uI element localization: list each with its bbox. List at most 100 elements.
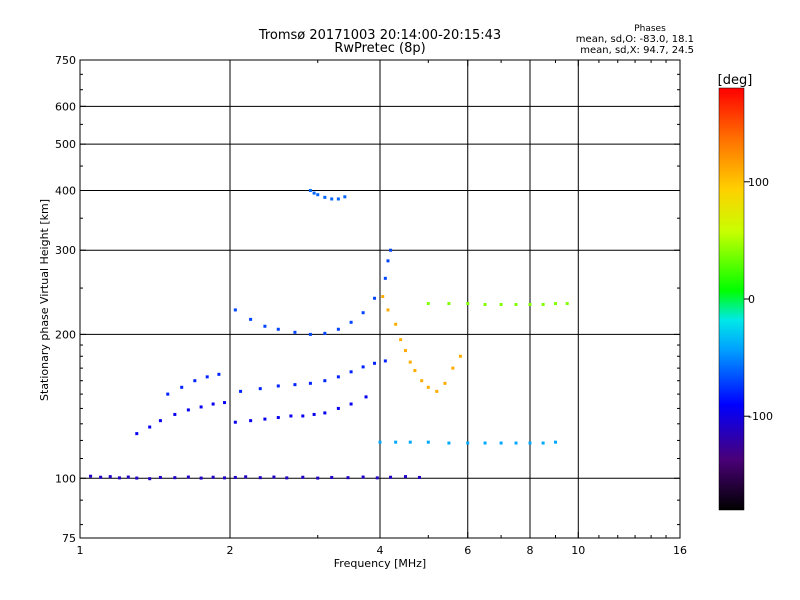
data-point xyxy=(148,425,152,429)
data-point xyxy=(217,372,221,376)
data-point xyxy=(233,308,237,312)
data-point xyxy=(466,441,470,445)
data-point xyxy=(211,402,215,406)
data-point xyxy=(244,475,248,479)
data-point xyxy=(330,475,334,479)
data-point xyxy=(272,475,276,479)
data-point xyxy=(89,474,93,478)
data-point xyxy=(173,412,177,416)
data-point xyxy=(323,379,327,383)
data-point xyxy=(186,475,190,479)
data-point xyxy=(541,441,545,445)
data-point xyxy=(514,441,518,445)
data-point xyxy=(528,441,532,445)
x-tick-label: 16 xyxy=(673,544,687,557)
data-point xyxy=(420,379,424,383)
data-point xyxy=(389,475,393,479)
data-point xyxy=(373,296,377,300)
data-point xyxy=(336,197,340,201)
data-point xyxy=(180,385,184,389)
y-tick-label: 75 xyxy=(62,532,76,545)
data-point xyxy=(343,195,347,199)
colorbar-ticks: 100 0 -100 xyxy=(744,176,773,423)
y-tick-label: 500 xyxy=(55,138,76,151)
data-point xyxy=(249,317,253,321)
grid-lines xyxy=(80,60,680,538)
y-axis-ticks: 75 100 200 300 400 500 600 750 xyxy=(55,54,680,545)
data-point xyxy=(336,375,340,379)
data-point xyxy=(483,302,487,306)
data-point xyxy=(173,476,177,480)
data-point xyxy=(403,349,407,353)
data-point xyxy=(148,477,152,481)
data-point xyxy=(199,476,203,480)
data-point xyxy=(135,476,139,480)
data-point xyxy=(263,417,267,421)
data-point xyxy=(403,475,407,479)
data-point xyxy=(499,441,503,445)
data-point xyxy=(323,411,327,415)
data-point xyxy=(386,259,390,263)
phases-heading: Phases xyxy=(634,24,666,34)
colorbar xyxy=(718,87,745,511)
colorbar-tick-label: 100 xyxy=(748,176,769,189)
chart-title: Tromsø 20171003 20:14:00-20:15:43 xyxy=(258,28,501,43)
data-point xyxy=(383,359,387,363)
data-point xyxy=(528,302,532,306)
colorbar-tick-label: 0 xyxy=(748,293,755,306)
y-tick-label: 400 xyxy=(55,184,76,197)
data-point xyxy=(435,389,439,393)
data-point xyxy=(223,401,227,405)
data-point xyxy=(408,360,412,364)
data-point xyxy=(426,385,430,389)
data-point xyxy=(239,389,243,393)
data-point xyxy=(211,475,215,479)
data-point xyxy=(553,440,557,444)
data-point xyxy=(361,365,365,369)
chart-subtitle: RwPretec (8p) xyxy=(334,41,425,56)
data-point xyxy=(336,327,340,331)
phases-o-stats: mean, sd,O: -83.0, 18.1 xyxy=(576,34,694,45)
x-tick-label: 8 xyxy=(527,544,534,557)
data-point xyxy=(447,302,451,306)
data-point xyxy=(301,475,305,479)
data-point xyxy=(373,361,377,365)
data-points xyxy=(89,188,569,481)
y-axis-label: Stationary phase Virtual Height [km] xyxy=(38,199,51,401)
data-point xyxy=(293,383,297,387)
data-point xyxy=(417,475,421,479)
data-point xyxy=(276,327,280,331)
data-point xyxy=(426,302,430,306)
data-point xyxy=(323,195,327,199)
data-point xyxy=(541,302,545,306)
data-point xyxy=(330,197,334,201)
x-tick-label: 4 xyxy=(377,544,384,557)
x-axis-label: Frequency [MHz] xyxy=(334,557,426,570)
data-point xyxy=(108,475,112,479)
data-point xyxy=(193,379,197,383)
data-point xyxy=(293,330,297,334)
data-point xyxy=(158,419,162,423)
data-point xyxy=(394,322,398,326)
data-point xyxy=(364,395,368,399)
data-point xyxy=(553,302,557,306)
data-point xyxy=(316,193,320,197)
data-point xyxy=(394,440,398,444)
data-point xyxy=(349,320,353,324)
data-point xyxy=(249,419,253,423)
data-point xyxy=(336,406,340,410)
y-tick-label: 200 xyxy=(55,328,76,341)
phases-x-stats: mean, sd,X: 94.7, 24.5 xyxy=(580,45,694,56)
x-tick-label: 6 xyxy=(464,544,471,557)
data-point xyxy=(233,475,237,479)
data-point xyxy=(258,476,262,480)
data-point xyxy=(312,412,316,416)
data-point xyxy=(199,405,203,409)
y-tick-label: 600 xyxy=(55,100,76,113)
data-point xyxy=(466,302,470,306)
data-point xyxy=(386,308,390,312)
data-point xyxy=(126,475,130,479)
data-point xyxy=(349,370,353,374)
data-point xyxy=(349,402,353,406)
